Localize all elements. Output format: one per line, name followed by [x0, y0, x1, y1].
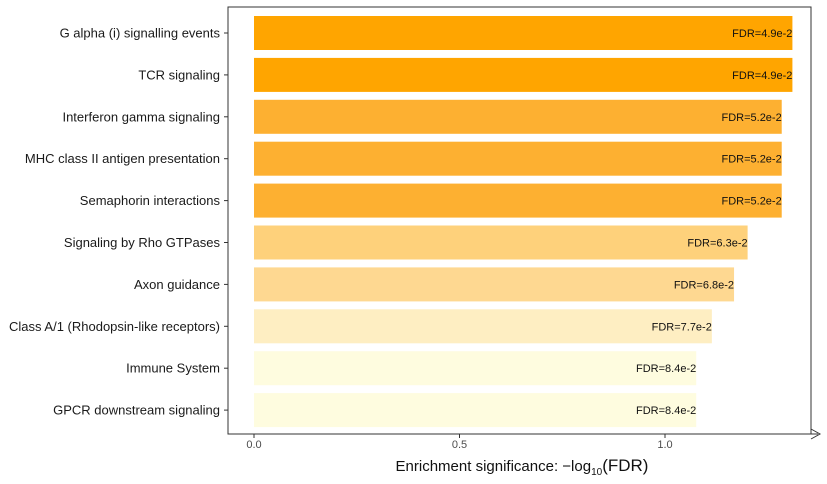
x-axis-title-subscript: 10 — [591, 467, 603, 478]
category-label: G alpha (i) signalling events — [60, 26, 221, 41]
x-axis: 0.0 0.5 1.0 — [228, 428, 822, 451]
x-axis-title-log: −log — [562, 458, 591, 475]
bar — [254, 393, 697, 428]
bar — [254, 225, 748, 260]
category-label: Immune System — [126, 361, 220, 376]
x-axis-title-text: Enrichment significance: — [396, 458, 563, 475]
bar-data-label: FDR=5.2e-2 — [721, 154, 781, 166]
bar-data-label: FDR=8.4e-2 — [636, 363, 696, 375]
category-label: TCR signaling — [138, 67, 220, 82]
bar-labels-group: FDR=4.9e-2 FDR=4.9e-2 FDR=5.2e-2 FDR=5.2e-2… — [636, 28, 792, 417]
x-tick-label: 0.5 — [452, 439, 467, 451]
x-axis-title-arg: (FDR) — [602, 456, 648, 475]
bar — [254, 57, 793, 92]
bar — [254, 267, 735, 302]
bar-data-label: FDR=7.7e-2 — [652, 321, 712, 333]
y-axis: G alpha (i) signalling events TCR signali… — [9, 26, 228, 418]
bar — [254, 141, 782, 176]
bar-data-label: FDR=5.2e-2 — [721, 112, 781, 124]
category-label: Signaling by Rho GTPases — [64, 235, 221, 250]
category-label: Axon guidance — [134, 277, 220, 292]
bar-data-label: FDR=5.2e-2 — [721, 196, 781, 208]
bar-data-label: FDR=4.9e-2 — [732, 70, 792, 82]
plot-area: FDR=4.9e-2 FDR=4.9e-2 FDR=5.2e-2 FDR=5.2e-2… — [227, 6, 812, 435]
bars-group — [254, 16, 793, 428]
x-ticks-group: 0.0 0.5 1.0 — [246, 434, 673, 451]
category-label: MHC class II antigen presentation — [25, 151, 220, 166]
bar-data-label: FDR=4.9e-2 — [732, 28, 792, 40]
bar-data-label: FDR=6.8e-2 — [674, 279, 734, 291]
bar-data-label: FDR=6.3e-2 — [687, 238, 747, 250]
category-label: Interferon gamma signaling — [62, 109, 220, 124]
category-label: Class A/1 (Rhodopsin-like receptors) — [9, 319, 220, 334]
x-tick-label: 0.0 — [246, 439, 261, 451]
category-label: Semaphorin interactions — [80, 193, 221, 208]
category-label: GPCR downstream signaling — [53, 403, 220, 418]
x-axis-arrowhead — [810, 428, 822, 440]
category-labels-group: G alpha (i) signalling events TCR signali… — [9, 26, 228, 418]
bar-data-label: FDR=8.4e-2 — [636, 405, 696, 417]
bar — [254, 183, 782, 218]
bar — [254, 16, 793, 50]
bar — [254, 351, 697, 386]
x-axis-title: Enrichment significance: −log10(FDR) — [396, 456, 649, 478]
x-tick-label: 1.0 — [657, 439, 672, 451]
bar — [254, 309, 712, 344]
bar — [254, 99, 782, 134]
